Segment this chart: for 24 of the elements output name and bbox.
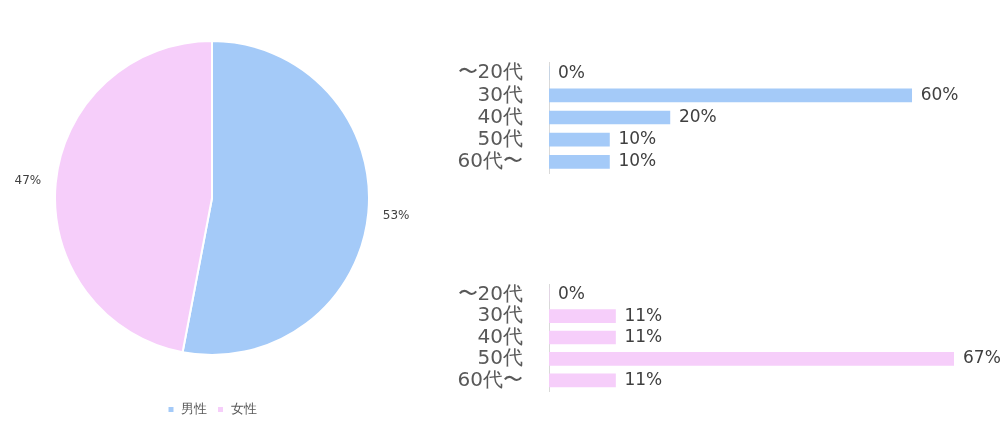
y-tick-label: 30代 <box>477 81 523 106</box>
y-tick-label: 50代 <box>477 125 523 150</box>
bar <box>549 88 913 103</box>
data-label: 67% <box>963 347 1001 368</box>
data-label: 10% <box>618 150 657 171</box>
bar <box>549 155 610 169</box>
y-tick-label: 〜20代 <box>457 280 523 305</box>
data-label: 10% <box>618 128 657 149</box>
y-tick-label: 〜20代 <box>457 59 523 84</box>
y-tick-label: 40代 <box>477 103 523 128</box>
data-label: 47% <box>14 172 42 187</box>
y-tick-label: 60代〜 <box>457 148 523 173</box>
data-label: 11% <box>624 325 663 346</box>
legend-label: 女性 <box>230 400 257 416</box>
bar <box>549 132 610 147</box>
data-label: 53% <box>382 207 410 222</box>
bar <box>549 110 671 125</box>
data-label: 11% <box>624 368 663 389</box>
data-label: 20% <box>678 105 717 126</box>
data-label: 60% <box>920 83 959 104</box>
legend-label: 男性 <box>181 400 207 416</box>
data-label: 0% <box>558 61 585 82</box>
data-label: 11% <box>624 304 663 325</box>
data-label: 0% <box>558 283 585 304</box>
